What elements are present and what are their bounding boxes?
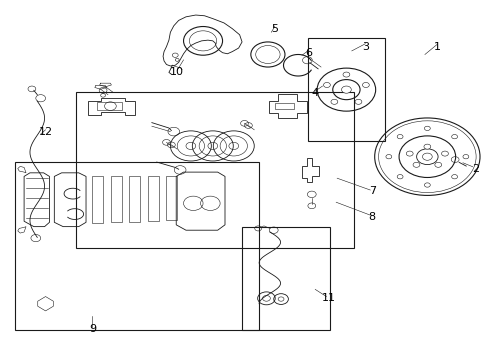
Text: 7: 7	[368, 186, 375, 197]
Circle shape	[385, 154, 391, 159]
Circle shape	[451, 135, 457, 139]
Circle shape	[362, 82, 368, 87]
Circle shape	[423, 144, 430, 149]
Circle shape	[341, 86, 350, 93]
Circle shape	[434, 162, 441, 167]
Circle shape	[424, 126, 429, 131]
Text: 3: 3	[361, 42, 368, 51]
Circle shape	[451, 175, 457, 179]
Text: 6: 6	[305, 48, 312, 58]
Circle shape	[441, 151, 447, 156]
Circle shape	[323, 82, 330, 87]
Circle shape	[342, 72, 349, 77]
Circle shape	[396, 135, 402, 139]
Circle shape	[330, 99, 337, 104]
Text: 9: 9	[89, 324, 96, 334]
Text: 1: 1	[433, 42, 440, 52]
Text: 4: 4	[311, 88, 318, 98]
Text: 5: 5	[271, 24, 278, 35]
Circle shape	[422, 153, 431, 160]
Text: 10: 10	[170, 67, 184, 77]
Circle shape	[406, 151, 412, 156]
Text: 2: 2	[471, 164, 479, 174]
Bar	[274, 103, 294, 109]
Circle shape	[396, 175, 402, 179]
Circle shape	[412, 162, 419, 167]
Bar	[97, 102, 122, 110]
Text: 11: 11	[321, 293, 335, 303]
Text: 8: 8	[368, 212, 375, 221]
Circle shape	[354, 99, 361, 104]
Circle shape	[462, 154, 468, 159]
Text: 12: 12	[39, 127, 53, 136]
Circle shape	[424, 183, 429, 187]
